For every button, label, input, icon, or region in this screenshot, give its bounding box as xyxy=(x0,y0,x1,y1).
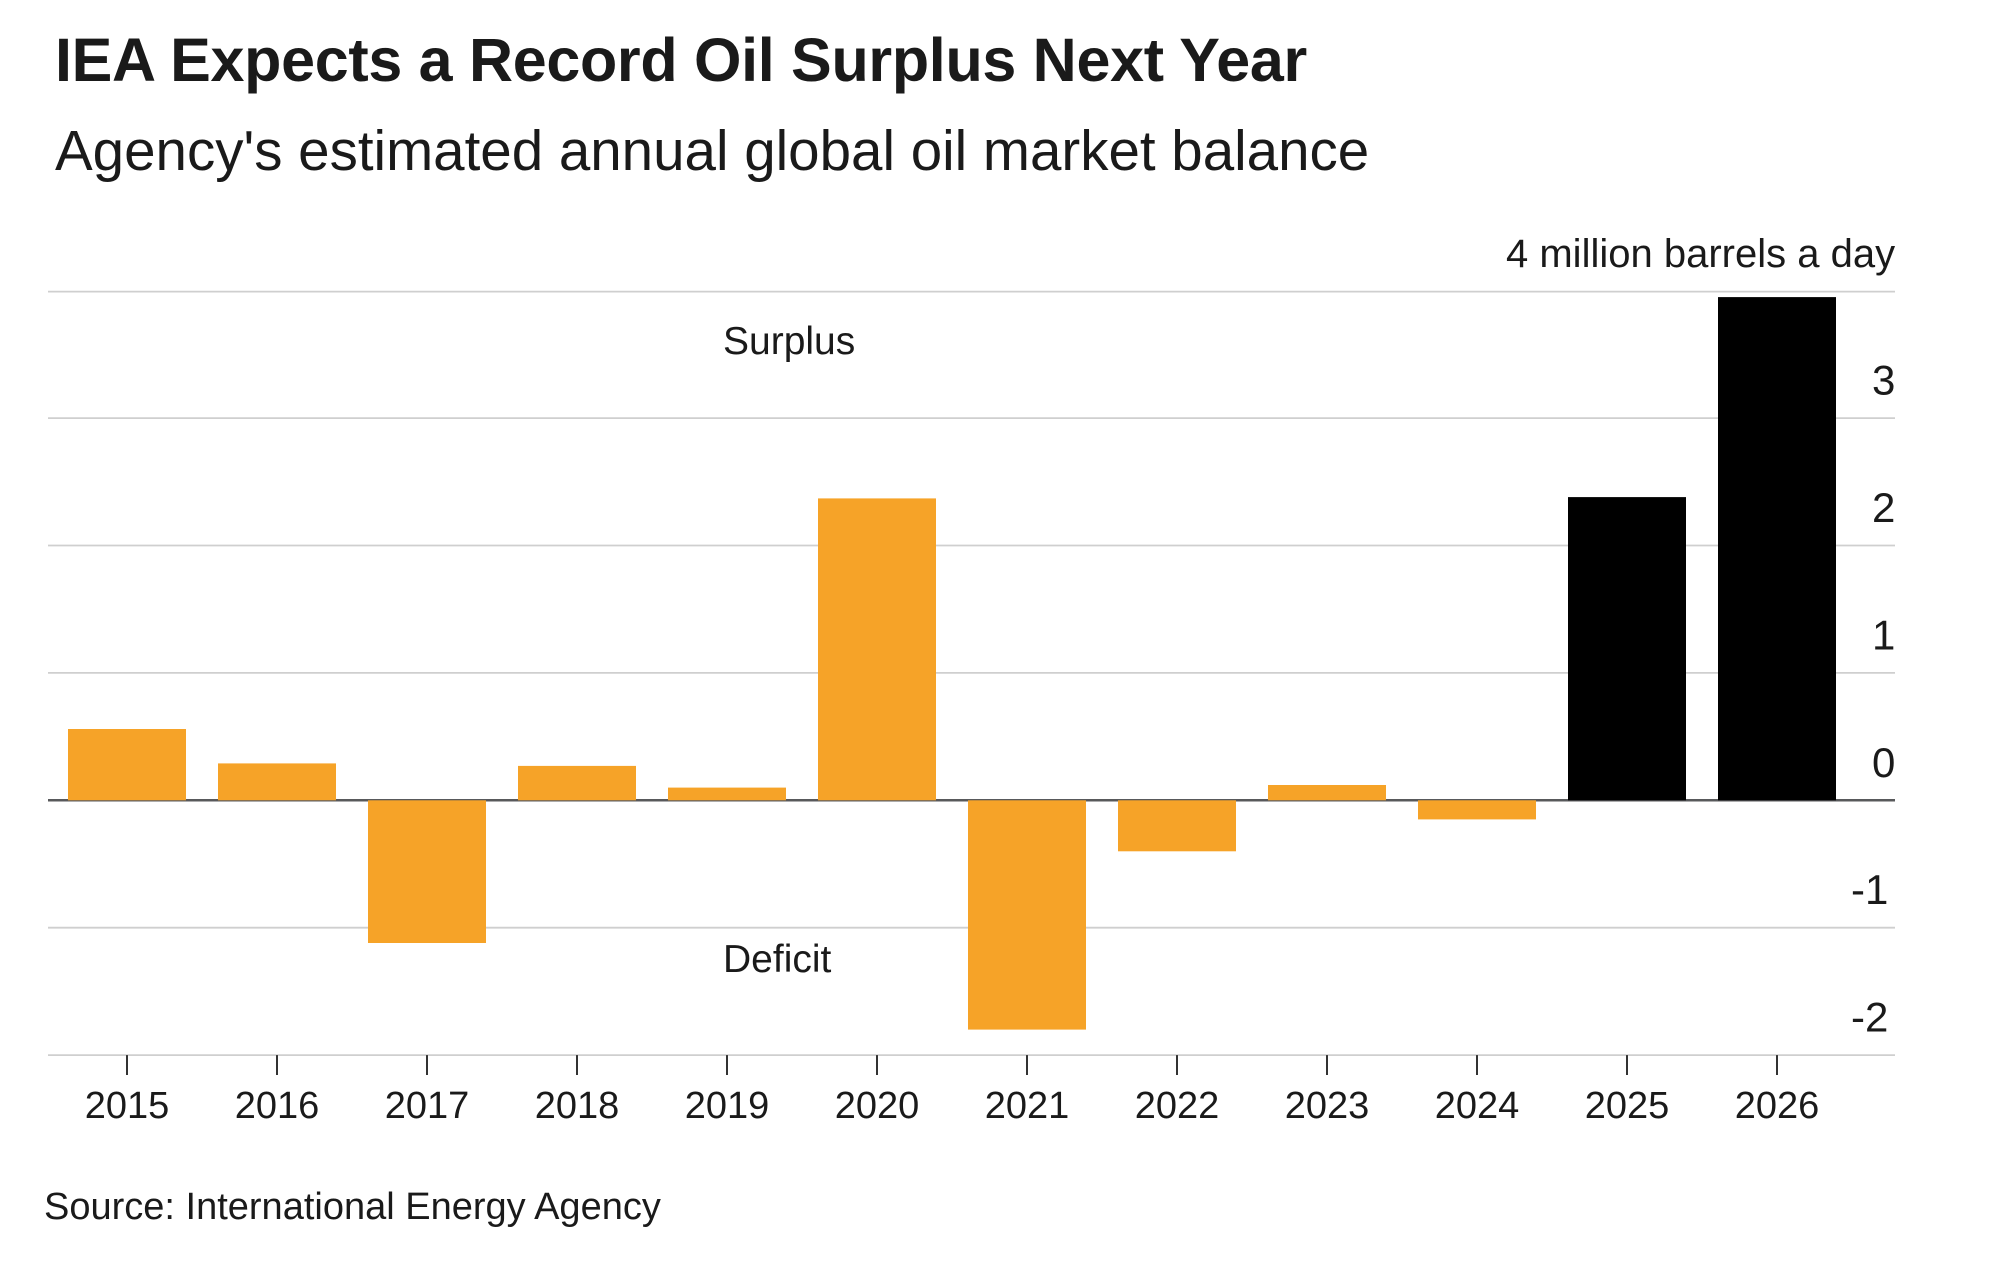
svg-text:1: 1 xyxy=(1872,611,1895,658)
svg-text:-1: -1 xyxy=(1851,866,1888,913)
svg-text:0: 0 xyxy=(1872,739,1895,786)
svg-text:2021: 2021 xyxy=(985,1085,1070,1127)
svg-text:3: 3 xyxy=(1872,357,1895,404)
svg-text:2015: 2015 xyxy=(85,1085,170,1127)
svg-text:2023: 2023 xyxy=(1285,1085,1370,1127)
svg-text:2018: 2018 xyxy=(535,1085,620,1127)
svg-text:2016: 2016 xyxy=(235,1085,320,1127)
svg-text:2025: 2025 xyxy=(1585,1085,1670,1127)
svg-text:2019: 2019 xyxy=(685,1085,770,1127)
svg-text:2: 2 xyxy=(1872,484,1895,531)
svg-text:2020: 2020 xyxy=(835,1085,920,1127)
svg-text:-2: -2 xyxy=(1851,994,1888,1041)
svg-text:2026: 2026 xyxy=(1735,1085,1820,1127)
svg-text:2022: 2022 xyxy=(1135,1085,1220,1127)
svg-text:2017: 2017 xyxy=(385,1085,470,1127)
svg-text:2024: 2024 xyxy=(1435,1085,1520,1127)
